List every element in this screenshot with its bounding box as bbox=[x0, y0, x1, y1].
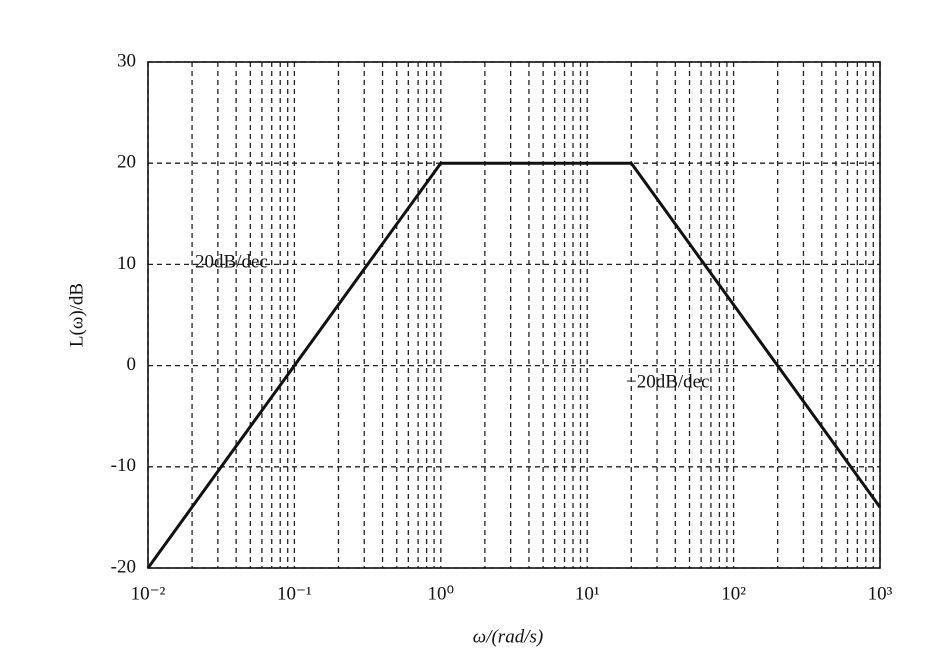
y-tick-label: 20 bbox=[117, 152, 136, 173]
annotation: −20dB/dec bbox=[626, 371, 710, 392]
x-tick-label: 10⁻¹ bbox=[277, 583, 312, 604]
x-tick-label: 10¹ bbox=[575, 583, 600, 604]
plot-frame bbox=[147, 61, 881, 569]
y-tick-label: 0 bbox=[127, 354, 137, 375]
y-tick-label: 30 bbox=[117, 50, 136, 71]
x-tick-label: 10³ bbox=[868, 583, 893, 604]
y-axis-label: L(ω)/dB bbox=[66, 283, 87, 347]
x-axis-label: ω/(rad/s) bbox=[473, 626, 543, 647]
y-tick-label: -20 bbox=[111, 556, 136, 577]
annotation: 20dB/dec bbox=[195, 251, 268, 272]
x-tick-label: 10² bbox=[721, 583, 746, 604]
y-tick-label: 10 bbox=[117, 253, 136, 274]
line bbox=[146, 161, 882, 569]
x-tick-label: 10⁰ bbox=[427, 583, 454, 604]
x-tick-label: 10⁻² bbox=[131, 583, 166, 604]
y-tick-label: -10 bbox=[111, 455, 136, 476]
